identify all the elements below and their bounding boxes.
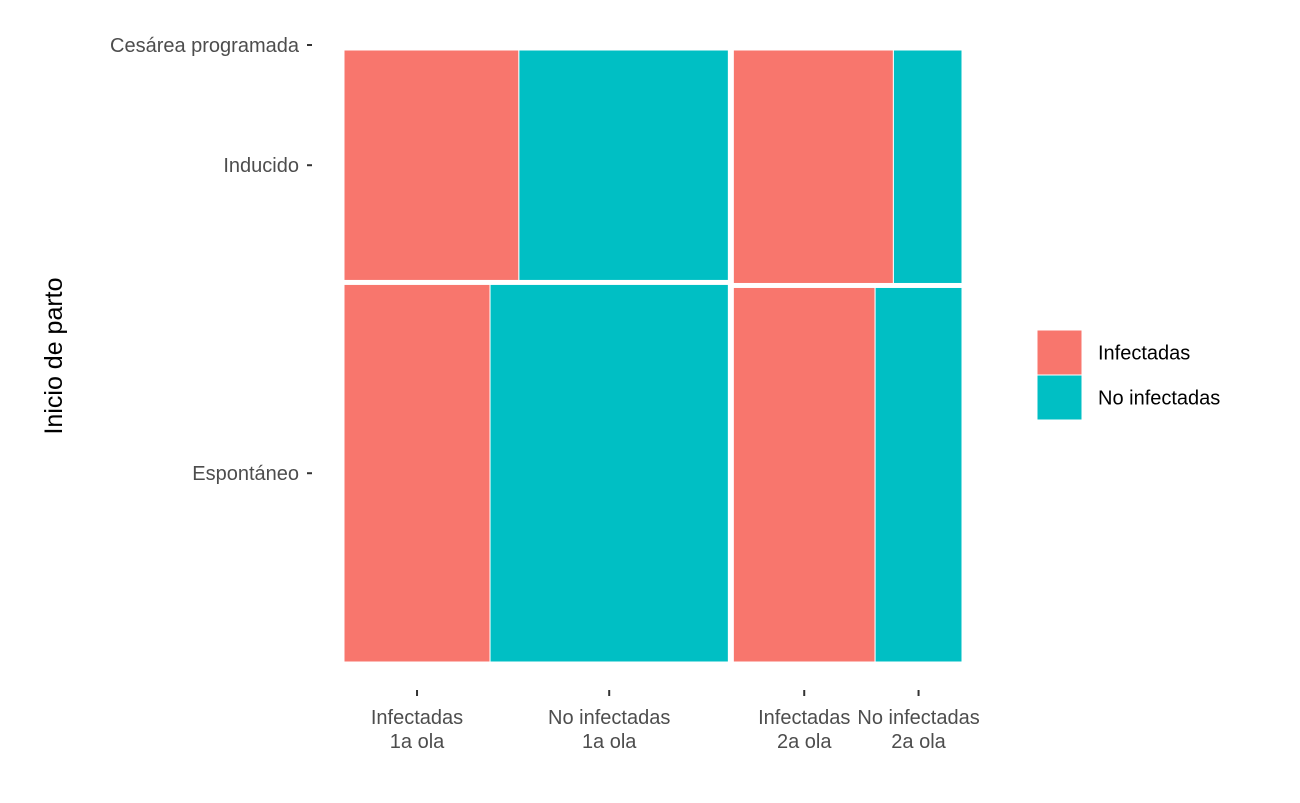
tile-1a-ola-espontaneo-infectadas [343, 283, 491, 663]
legend-label-infectadas: Infectadas [1098, 343, 1190, 365]
x-tick-label-3: No infectadas 2a ola [857, 707, 979, 753]
legend-label-no-infectadas: No infectadas [1098, 388, 1220, 410]
y-tick-label-espontaneo: Espontáneo [192, 463, 299, 485]
tile-1a-ola-inducido-infectadas [343, 49, 520, 281]
tile-1a-ola-espontaneo-no-infectadas [489, 283, 729, 663]
y-tick-label-cesarea-programada: Cesárea programada [110, 35, 300, 57]
x-tick-label-1: No infectadas 1a ola [548, 707, 670, 753]
legend: Infectadas No infectadas [1036, 329, 1220, 421]
tile-2a-ola-espontaneo-no-infectadas [874, 286, 963, 663]
x-tick-label-2: Infectadas 2a ola [758, 707, 850, 753]
tile-1a-ola-inducido-no-infectadas [518, 49, 729, 281]
x-axis: Infectadas 1a ola No infectadas 1a ola Infec… [371, 690, 980, 753]
y-axis-title: Inicio de parto [40, 277, 68, 434]
tile-2a-ola-inducido-no-infectadas [892, 49, 963, 284]
y-axis: Espontáneo Inducido Cesárea programada [110, 35, 312, 485]
tile-2a-ola-inducido-infectadas [732, 49, 894, 284]
mosaic-tiles [343, 49, 963, 663]
legend-key-infectadas [1036, 329, 1083, 376]
legend-key-no-infectadas [1036, 374, 1083, 421]
x-tick-label-0: Infectadas 1a ola [371, 707, 463, 753]
tile-2a-ola-espontaneo-infectadas [732, 286, 876, 663]
y-tick-label-inducido: Inducido [223, 155, 299, 177]
